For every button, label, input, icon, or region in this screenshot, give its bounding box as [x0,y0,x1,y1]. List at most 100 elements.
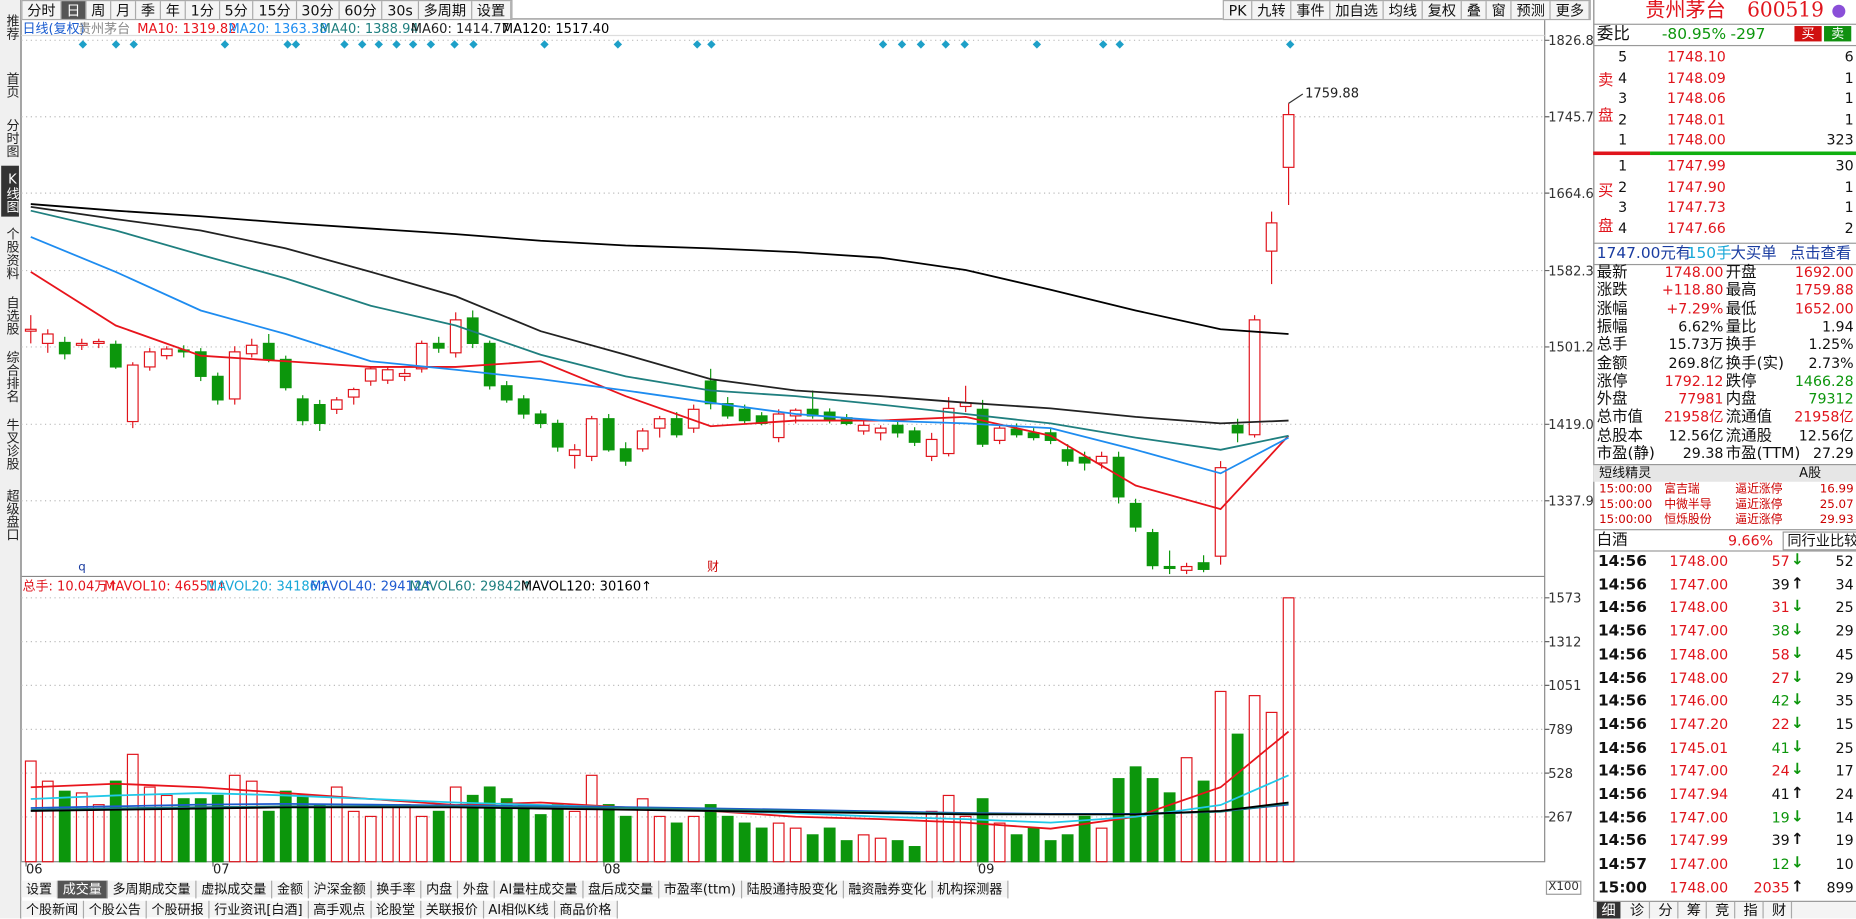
panel-tab[interactable]: 指 [1739,901,1764,919]
legend-item: MAVOL60: 29842↑ [409,578,533,595]
tool-toolbar-item[interactable]: 加自选 [1331,1,1384,19]
tick-count: 19 [1835,832,1854,850]
period-toolbar-item[interactable]: 多周期 [419,1,473,19]
tool-toolbar-item[interactable]: 均线 [1384,1,1423,19]
sidebar-tab[interactable]: 牛叉诊股 [4,417,21,470]
period-toolbar-item[interactable]: 季 [136,1,162,19]
info-link[interactable]: 行业资讯[白酒] [210,900,309,919]
sidebar-tab[interactable]: 推荐 [4,14,21,41]
period-toolbar-item[interactable]: 30s [383,1,419,19]
stat-value: 29.38 [1682,445,1724,462]
spirit-stock: 中微半导 [1664,498,1712,512]
book-price: 1747.90 [1667,178,1726,195]
ratio-label: 委比 [1596,24,1630,44]
period-toolbar-item[interactable]: 5分 [220,1,254,19]
sector-compare[interactable]: 同行业比较 [1782,531,1856,551]
info-link[interactable]: AI相似K线 [484,900,555,919]
indicator-tab[interactable]: 盘后成交量 [583,880,660,899]
annotation-line [1288,93,1304,104]
tool-toolbar-item[interactable]: 预测 [1512,1,1551,19]
sell-button[interactable]: 卖 [1824,26,1852,42]
volume-bar [925,810,938,863]
indicator-tab[interactable]: 换手率 [372,880,422,899]
indicator-tab[interactable]: 机构探测器 [932,880,1009,899]
panel-tab[interactable]: 细 [1596,901,1621,919]
indicator-tab[interactable]: 外盘 [458,880,495,899]
candle-body [432,342,445,349]
indicator-tab[interactable]: 多周期成交量 [108,880,197,899]
book-side-label: 卖 [1597,72,1614,90]
volume-bar [160,794,173,863]
tick-volume: 58 [1771,646,1790,663]
sidebar-tab[interactable]: 自选股 [4,295,21,335]
info-link[interactable]: 商品价格 [555,900,618,919]
info-link[interactable]: 个股研报 [147,900,210,919]
period-toolbar-item[interactable]: 分时 [22,1,62,19]
big-order-text[interactable]: 点击查看 [1789,245,1852,263]
panel-tab[interactable]: 竞 [1710,901,1736,919]
info-link[interactable]: 个股公告 [84,900,147,919]
period-toolbar-item[interactable]: 15分 [254,1,297,19]
indicator-tab[interactable]: 融资融券变化 [844,880,933,899]
sidebar-tab[interactable]: 个股资料 [4,227,21,280]
info-link[interactable]: 关联报价 [421,900,484,919]
volume-bar [789,827,802,863]
info-link[interactable]: 高手观点 [308,900,372,919]
sector-change: 9.66% [1728,532,1774,550]
indicator-tab[interactable]: 内盘 [421,880,459,899]
indicator-tab[interactable]: AI量柱成交量 [495,880,584,899]
indicator-tab[interactable]: 设置 [21,880,58,899]
y-tick-label: 1664.60 [1548,187,1593,202]
volume-bar [347,810,360,863]
period-toolbar-item[interactable]: 周 [86,1,112,19]
indicator-tab[interactable]: 虚拟成交量 [196,880,273,899]
period-toolbar-item[interactable]: 设置 [472,1,512,19]
sidebar-tab[interactable]: 超级盘口 [4,488,21,541]
period-toolbar-item[interactable]: 30分 [297,1,340,19]
tool-toolbar-item[interactable]: 事件 [1292,1,1331,19]
panel-tab[interactable]: 筹 [1682,901,1707,919]
sidebar-tab[interactable]: 分时图 [4,117,21,157]
event-icon [540,40,549,49]
tool-toolbar-item[interactable]: PK [1224,1,1253,19]
tool-toolbar-item[interactable]: 窗 [1487,1,1512,19]
volume-bar [75,792,88,863]
period-toolbar-item[interactable]: 月 [111,1,137,19]
volume-bar [296,794,309,863]
indicator-tab[interactable]: 市盈率(ttm) [659,880,742,899]
info-link[interactable]: 论股堂 [371,900,421,919]
period-toolbar-item[interactable]: 60分 [340,1,383,19]
panel-tab[interactable]: 分 [1654,901,1679,919]
indicator-tab[interactable]: 沪深金额 [309,880,372,899]
volume-bar [313,804,326,863]
indicator-tab[interactable]: 成交量 [57,880,108,899]
tool-toolbar-item[interactable]: 九转 [1252,1,1292,19]
indicator-tab[interactable]: 金额 [272,880,309,899]
stat-value: +118.80 [1661,282,1724,299]
sidebar-tab[interactable]: 首页 [4,72,21,99]
candle-body [228,351,241,400]
tool-toolbar-item[interactable]: 复权 [1423,1,1463,19]
sidebar-tab[interactable]: K线图 [1,165,20,217]
candle-body [721,403,734,417]
candle-body [41,333,54,344]
volume-bar [636,798,649,863]
period-toolbar-item[interactable]: 日 [61,1,87,19]
info-link[interactable]: 个股新闻 [21,900,85,919]
book-level: 2 [1618,111,1628,128]
panel-tab[interactable]: 财 [1767,901,1793,919]
indicator-tab[interactable]: 陆股通持股变化 [742,880,844,899]
legend-item: MAVOL40: 29412↑ [310,578,434,595]
tick-arrow: ↓ [1790,714,1804,733]
candle-body [1078,456,1091,464]
tick-volume: 27 [1771,669,1790,686]
volume-bar [1146,778,1159,863]
period-toolbar-item[interactable]: 1分 [186,1,220,19]
sidebar-tab[interactable]: 综合排名 [4,349,21,402]
tool-toolbar-item[interactable]: 更多 [1551,1,1590,19]
period-toolbar-item[interactable]: 年 [161,1,186,19]
tool-toolbar-item[interactable]: 叠 [1462,1,1487,19]
panel-tab[interactable]: 诊 [1625,901,1651,919]
buy-button[interactable]: 买 [1794,26,1822,42]
volume-bar [415,815,428,863]
